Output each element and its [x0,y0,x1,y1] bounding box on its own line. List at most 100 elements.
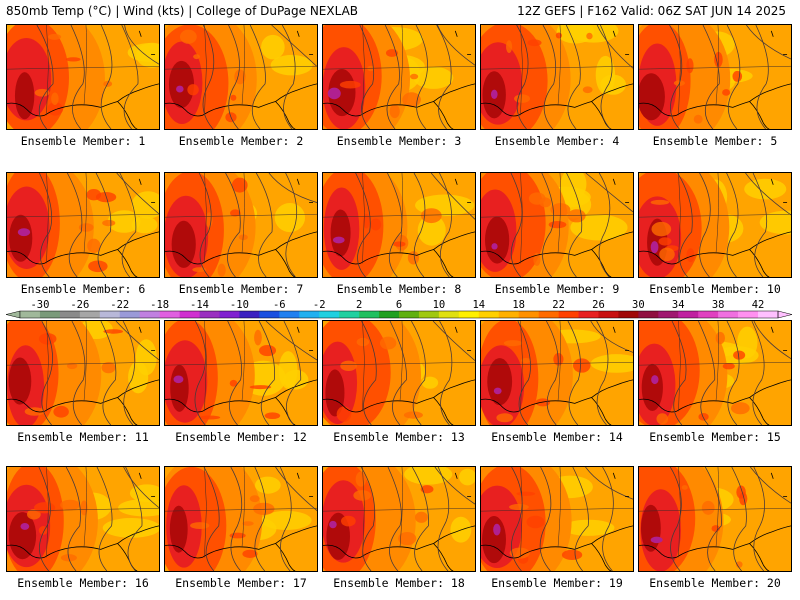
colorbar-segment [359,311,380,318]
title-right: 12Z GEFS | F162 Valid: 06Z SAT JUN 14 20… [517,4,786,18]
colorbar-tick-label: -14 [190,300,209,311]
colorbar-segment [199,311,220,318]
colorbar-tick-label: -18 [150,300,169,311]
member-panel-11 [6,320,160,426]
colorbar-segment [578,311,599,318]
colorbar-tick-label: -10 [230,300,249,311]
member-panel-6 [6,172,160,278]
colorbar-tick-label: 42 [752,300,765,311]
colorbar-segment [558,311,579,318]
member-label-9: Ensemble Member: 9 [494,282,620,296]
colorbar-right-arrow [777,310,792,319]
member-label-17: Ensemble Member: 17 [175,576,307,590]
colorbar-segment [139,311,160,318]
colorbar-segment [638,311,659,318]
colorbar-segment [319,311,340,318]
member-label-2: Ensemble Member: 2 [178,134,304,148]
colorbar-segment [119,311,140,318]
colorbar-segment [438,311,460,318]
member-label-5: Ensemble Member: 5 [652,134,778,148]
member-label-20: Ensemble Member: 20 [649,576,781,590]
colorbar-segment [59,311,81,318]
colorbar-segment [598,311,619,318]
colorbar-segment [518,311,539,318]
colorbar-segment [498,311,519,318]
member-panel-4 [480,24,634,130]
member-panel-5 [638,24,792,130]
colorbar-segment [538,311,559,318]
colorbar-segment [219,311,240,318]
member-label-4: Ensemble Member: 4 [494,134,620,148]
colorbar-tick-label: 30 [632,300,645,311]
member-label-12: Ensemble Member: 12 [175,430,307,444]
member-panel-12 [164,320,318,426]
colorbar-segment [239,311,260,318]
colorbar-segment [758,311,779,318]
member-panel-9 [480,172,634,278]
member-label-8: Ensemble Member: 8 [336,282,462,296]
colorbar-segment [299,311,320,318]
colorbar-tick-label: 14 [472,300,485,311]
member-panel-3 [322,24,476,130]
colorbar-tick-label: 22 [552,300,565,311]
member-panel-19 [480,466,634,572]
colorbar-tick-label: 26 [592,300,605,311]
member-panel-10 [638,172,792,278]
colorbar-segment [379,311,400,318]
member-label-3: Ensemble Member: 3 [336,134,462,148]
member-label-14: Ensemble Member: 14 [491,430,623,444]
member-label-15: Ensemble Member: 15 [649,430,781,444]
colorbar-segment [738,311,759,318]
colorbar-segment [159,311,180,318]
member-panel-8 [322,172,476,278]
member-panel-14 [480,320,634,426]
colorbar-tick-label: -6 [273,300,286,311]
colorbar-tick-label: -2 [313,300,326,311]
member-label-13: Ensemble Member: 13 [333,430,465,444]
colorbar-tick-label: 6 [396,300,402,311]
colorbar-tick-label: 38 [712,300,725,311]
member-panel-1 [6,24,160,130]
colorbar-segment [259,311,280,318]
member-label-10: Ensemble Member: 10 [649,282,781,296]
colorbar-segment [79,311,101,318]
member-panel-20 [638,466,792,572]
colorbar-segment [658,311,679,318]
temperature-colorbar: -30 -26 -22 -18 -14 -10 -6 -2 2 6 10 14 18 22 26 30 34 38… [6,300,792,319]
colorbar-segment [698,311,719,318]
member-label-6: Ensemble Member: 6 [20,282,146,296]
colorbar-tick-label: -26 [70,300,89,311]
member-panel-13 [322,320,476,426]
member-label-18: Ensemble Member: 18 [333,576,465,590]
colorbar-left-arrow [6,310,21,319]
colorbar-tick-label: -30 [30,300,49,311]
colorbar-segment [458,311,480,318]
member-panel-16 [6,466,160,572]
member-label-11: Ensemble Member: 11 [17,430,149,444]
colorbar-tick-label: 18 [512,300,525,311]
title-left: 850mb Temp (°C) | Wind (kts) | College o… [6,4,359,18]
colorbar-segment [339,311,360,318]
colorbar-segment [39,311,61,318]
colorbar-segment [718,311,739,318]
member-label-19: Ensemble Member: 19 [491,576,623,590]
colorbar-segment [20,311,41,318]
member-panel-7 [164,172,318,278]
member-panel-18 [322,466,476,572]
colorbar-segment [179,311,200,318]
colorbar-segment [279,311,300,318]
colorbar-tick-label: 2 [356,300,362,311]
member-panel-17 [164,466,318,572]
member-panel-15 [638,320,792,426]
member-label-7: Ensemble Member: 7 [178,282,304,296]
colorbar-segment [99,311,121,318]
colorbar-tick-label: 10 [433,300,446,311]
colorbar-segment [399,311,420,318]
member-label-1: Ensemble Member: 1 [20,134,146,148]
member-label-16: Ensemble Member: 16 [17,576,149,590]
colorbar-segment [678,311,699,318]
colorbar-tick-label: -22 [110,300,129,311]
colorbar-tick-label: 34 [672,300,685,311]
colorbar-segment [418,311,440,318]
colorbar-segment [478,311,500,318]
